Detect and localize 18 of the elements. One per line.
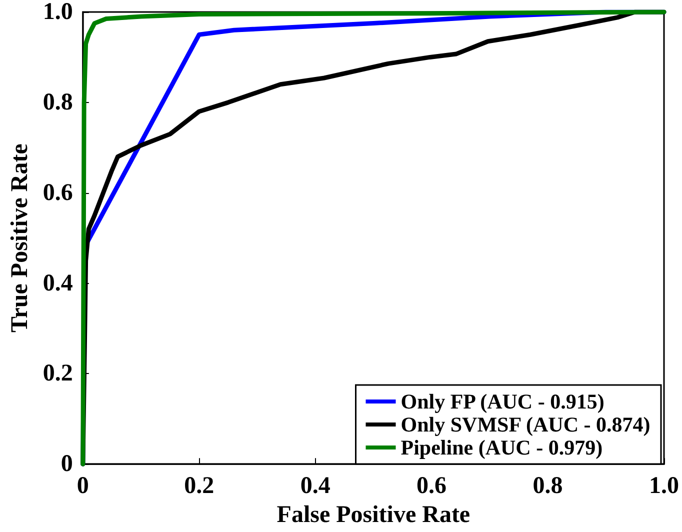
y-tick-label: 0.6 xyxy=(42,180,73,206)
y-tick-label: 0.2 xyxy=(42,360,73,387)
y-tick-label: 0.4 xyxy=(42,270,73,296)
x-tick-label: 1.0 xyxy=(649,473,679,500)
x-tick-label: 0.6 xyxy=(416,473,447,500)
x-tick-label: 0.2 xyxy=(184,473,214,500)
y-tick-label: 0 xyxy=(60,451,73,478)
line-series xyxy=(80,10,666,466)
x-tick-label: 0.8 xyxy=(532,473,563,500)
x-tick-label: 0 xyxy=(76,473,89,500)
legend-label: Pipeline (AUC - 0.979) xyxy=(400,436,603,460)
x-axis-title: False Positive Rate xyxy=(276,502,470,528)
legend-label: Only SVMSF (AUC - 0.874) xyxy=(400,412,650,436)
x-tick-label: 0.4 xyxy=(300,473,330,500)
y-tick-label: 0.8 xyxy=(42,89,73,116)
y-axis-title: True Positive Rate xyxy=(7,143,33,332)
legend-label: Only FP (AUC - 0.915) xyxy=(400,390,604,414)
y-tick-label: 1.0 xyxy=(42,0,73,25)
